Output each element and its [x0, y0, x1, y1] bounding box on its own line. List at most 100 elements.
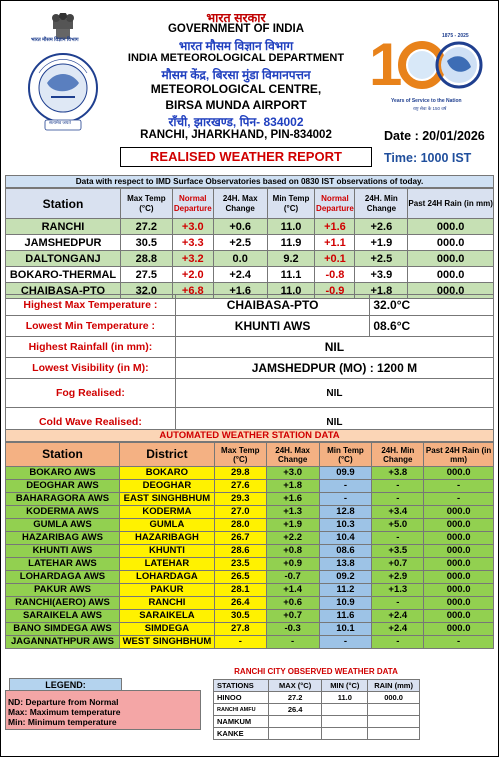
rain-cell: 000.0 [423, 544, 494, 558]
max-cell: 28.1 [213, 583, 267, 597]
rain-cell: 000.0 [423, 466, 494, 480]
station-cell: BANO SIMDEGA AWS [5, 622, 120, 636]
min-cell: - [318, 635, 373, 649]
rain-cell: 000.0 [407, 234, 494, 251]
col-header: Min Temp (°C) [266, 188, 316, 219]
col-header: Max Temp (°C) [119, 188, 173, 219]
minchg-cell: +2.6 [354, 218, 409, 235]
rain-cell [367, 703, 420, 716]
hindi-imd-title: भारत मौसम विज्ञान विभाग [178, 39, 294, 53]
district-cell: EAST SINGHBHUM [118, 492, 215, 506]
station-cell: KANKE [213, 727, 269, 740]
minchg-cell: +2.4 [371, 609, 425, 623]
minchg-cell: +1.3 [371, 583, 425, 597]
maxchg-cell: +1.9 [265, 518, 320, 532]
summary-row: Lowest Visibility (in M): JAMSHEDPUR (MO… [5, 357, 495, 379]
rain-cell: 000.0 [423, 622, 494, 636]
minchg-cell: - [371, 531, 425, 545]
maxchg-cell: - [265, 635, 320, 649]
table-row: SARAIKELA AWS SARAIKELA 30.5 +0.7 11.6 +2.4 00… [5, 609, 494, 623]
highest-rain-value: NIL [174, 336, 495, 358]
col-header: Past 24H Rain (in mm) [423, 442, 494, 467]
station-cell: LATEHAR AWS [5, 557, 120, 571]
max-cell: 28.8 [119, 250, 173, 267]
district-cell: LATEHAR [118, 557, 215, 571]
minchg-cell: +3.4 [371, 505, 425, 519]
maxchg-cell: +0.6 [212, 218, 268, 235]
highest-max-station: CHAIBASA-PTO [174, 294, 371, 316]
maxdep-cell: +2.0 [171, 266, 214, 283]
observation-note: Data with respect to IMD Surface Observa… [5, 175, 494, 188]
lowest-min-station: KHUNTI AWS [174, 315, 371, 337]
lowest-min-value: 08.6°C [369, 315, 494, 337]
summary-row: Highest Rainfall (in mm): NIL [5, 336, 495, 358]
min-cell: 11.6 [318, 609, 373, 623]
fog-label: Fog Realised: [5, 378, 176, 408]
min-cell: 10.4 [318, 531, 373, 545]
col-header: Max Temp (°C) [213, 442, 267, 467]
station-cell: NAMKUM [213, 715, 269, 728]
summary-row: Lowest Min Temperature : KHUNTI AWS 08.6… [5, 315, 494, 337]
table-row: BOKARO-THERMAL 27.5 +2.0 +2.4 11.1 -0.8 … [5, 266, 494, 283]
minchg-cell: +2.4 [371, 622, 425, 636]
min-cell [321, 703, 369, 716]
maxchg-cell: +1.4 [265, 583, 320, 597]
logo-years-text: 1875 - 2025 [442, 33, 469, 39]
table-row: RANCHI 27.2 +3.0 +0.6 11.0 +1.6 +2.6 000… [5, 218, 494, 235]
max-cell: 28.6 [213, 544, 267, 558]
maxdep-cell: +3.2 [171, 250, 214, 267]
table-row: BAHARAGORA AWS EAST SINGHBHUM 29.3 +1.6- - - [5, 492, 494, 506]
left-logo-motto: सत्यमेव जयते [49, 120, 71, 125]
min-cell: 10.3 [318, 518, 373, 532]
max-cell: 27.0 [213, 505, 267, 519]
mindep-cell: +0.1 [314, 250, 356, 267]
minchg-cell: +3.5 [371, 544, 425, 558]
logo-digit-1: 1 [369, 31, 402, 98]
maxchg-cell: +0.6 [265, 596, 320, 610]
rain-cell: - [423, 492, 494, 506]
min-cell: 11.1 [266, 266, 316, 283]
col-header: RAIN (mm) [367, 679, 420, 692]
table-row: HAZARIBAG AWS HAZARIBAGH 26.7 +2.2 10.4-000.… [5, 531, 494, 545]
station-cell: BOKARO AWS [5, 466, 120, 480]
district-cell: SIMDEGA [118, 622, 215, 636]
table-row: LATEHAR AWS LATEHAR 23.5 +0.9 13.8 +0.7 000.0 [5, 557, 494, 571]
min-cell: 11.0 [321, 691, 369, 704]
min-cell: 09.2 [318, 570, 373, 584]
left-logo-hindi-text: भारत मौसम विज्ञान विभाग [31, 37, 79, 43]
table-row: KANKE [213, 727, 420, 740]
station-cell: HINOO [213, 691, 269, 704]
rain-cell [367, 715, 420, 728]
highest-max-label: Highest Max Temperature : [5, 294, 176, 316]
min-cell: 13.8 [318, 557, 373, 571]
table-row: GUMLA AWS GUMLA 28.0 +1.9 10.3 +5.0 000.0 [5, 518, 494, 532]
table-row: NAMKUM [213, 715, 420, 728]
district-cell: KHUNTI [118, 544, 215, 558]
minchg-cell: +2.9 [371, 570, 425, 584]
max-cell: 27.6 [213, 479, 267, 493]
station-cell: JAGANNATHPUR AWS [5, 635, 120, 649]
min-cell: 09.9 [318, 466, 373, 480]
table-row: BOKARO AWS BOKARO 29.8 +3.0 09.9 +3.8 000.0 [5, 466, 494, 480]
district-cell: BOKARO [118, 466, 215, 480]
min-cell [321, 727, 369, 740]
minchg-cell: +1.9 [354, 234, 409, 251]
col-header: Station [5, 442, 120, 467]
col-header: 24H. Min Change [371, 442, 425, 467]
col-header: 24H. Min Change [354, 188, 409, 219]
max-cell: 26.4 [213, 596, 267, 610]
district-cell: RANCHI [118, 596, 215, 610]
mindep-cell: -0.8 [314, 266, 356, 283]
min-cell: 11.9 [266, 234, 316, 251]
min-cell: 10.1 [318, 622, 373, 636]
rain-cell: 000.0 [423, 557, 494, 571]
station-cell: GUMLA AWS [5, 518, 120, 532]
maxchg-cell: +0.7 [265, 609, 320, 623]
maxchg-cell: +0.9 [265, 557, 320, 571]
max-cell: 27.2 [267, 691, 323, 704]
table-row: HINOO 27.2 11.0 000.0 [213, 691, 420, 704]
report-title: REALISED WEATHER REPORT [120, 147, 372, 167]
table-row: KHUNTI AWS KHUNTI 28.6 +0.8 08.6 +3.5 000.0 [5, 544, 494, 558]
max-cell [267, 715, 323, 728]
